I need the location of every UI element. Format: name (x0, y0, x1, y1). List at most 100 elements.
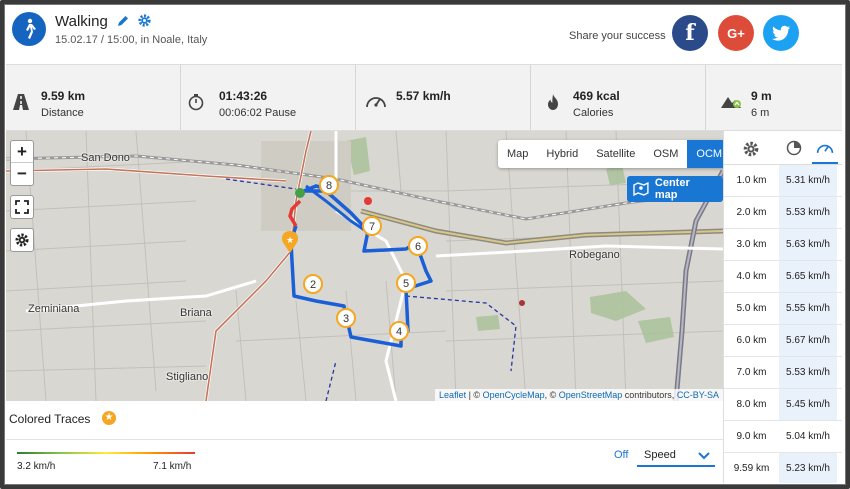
fullscreen-button[interactable] (10, 195, 34, 219)
stat-label: Distance (41, 107, 84, 119)
stat-distance: 9.59 km Distance (6, 65, 181, 130)
layer-switcher: Map Hybrid Satellite OSM OCM (498, 140, 723, 168)
split-row: 3.0 km 5.63 km/h (724, 229, 842, 261)
split-row: 8.0 km 5.45 km/h (724, 389, 842, 421)
map-attribution: Leaflet | © OpenCycleMap, © OpenStreetMa… (435, 389, 723, 401)
stopwatch-icon (187, 93, 205, 116)
split-speed: 5.53 km/h (779, 357, 837, 388)
km-marker-label: 7 (369, 221, 375, 233)
km-marker-label: 3 (343, 313, 349, 325)
stat-elevation: 9 m 6 m (706, 65, 842, 130)
speedometer-icon (365, 93, 387, 114)
splits-table: 1.0 km 5.31 km/h 2.0 km 5.53 km/h 3.0 km 5.… (723, 131, 842, 483)
split-row: 4.0 km 5.65 km/h (724, 261, 842, 293)
stat-calories: 469 kcal Calories (531, 65, 706, 130)
speedometer-icon (816, 144, 834, 154)
split-speed: 5.45 km/h (779, 389, 837, 420)
leaflet-link[interactable]: Leaflet (439, 390, 467, 400)
place-label: Zeminiana (28, 303, 80, 315)
split-distance: 3.0 km (724, 229, 779, 260)
center-map-button[interactable]: Center map (627, 176, 723, 202)
split-distance: 4.0 km (724, 261, 779, 292)
split-distance: 1.0 km (724, 165, 779, 196)
start-star-pin[interactable]: ★ (282, 231, 298, 253)
layer-osm[interactable]: OSM (653, 148, 679, 160)
attrib-text: contributors, (622, 390, 677, 400)
split-speed: 5.63 km/h (779, 229, 837, 260)
zoom-control: + − (10, 140, 34, 186)
split-row: 5.0 km 5.55 km/h (724, 293, 842, 325)
speed-tab[interactable] (812, 137, 838, 164)
stat-value: 5.57 km/h (396, 89, 451, 103)
stat-value: 01:43:26 (219, 89, 268, 103)
gradient-max-label: 7.1 km/h (153, 461, 192, 472)
route-map[interactable]: 8 7 6 5 4 3 2 ★ San Dono Robegano Zemini… (6, 131, 723, 401)
place-label: Briana (180, 307, 212, 319)
ocm-link[interactable]: OpenCycleMap (482, 390, 545, 400)
osm-link[interactable]: OpenStreetMap (558, 390, 623, 400)
split-distance: 7.0 km (724, 357, 779, 388)
split-row: 6.0 km 5.67 km/h (724, 325, 842, 357)
walking-icon (12, 12, 46, 46)
flame-icon (545, 93, 561, 116)
zoom-out-button[interactable]: − (17, 164, 27, 183)
split-row: 2.0 km 5.53 km/h (724, 197, 842, 229)
trace-metric-value: Speed (644, 449, 676, 461)
google-plus-button[interactable]: G+ (718, 15, 754, 51)
place-label: San Dono (81, 152, 130, 164)
km-marker[interactable]: 8 (319, 175, 339, 195)
gear-icon[interactable] (137, 13, 152, 33)
km-marker[interactable]: 6 (408, 236, 428, 256)
km-marker-label: 6 (415, 241, 421, 253)
stat-label: Calories (573, 107, 614, 119)
activity-title: Walking (55, 13, 108, 30)
elevation-icon (720, 93, 742, 114)
place-label: Stigliano (166, 371, 209, 383)
attrib-text: | © (466, 390, 483, 400)
km-marker[interactable]: 2 (303, 274, 323, 294)
pace-icon[interactable] (786, 140, 802, 161)
km-marker[interactable]: 3 (336, 308, 356, 328)
trace-metric-select[interactable]: Speed (637, 445, 715, 467)
layer-hybrid[interactable]: Hybrid (546, 148, 579, 160)
km-marker[interactable]: 7 (362, 216, 382, 236)
gear-icon[interactable] (742, 140, 760, 163)
stat-value: 9.59 km (41, 89, 86, 103)
fullscreen-icon (15, 200, 29, 214)
zoom-in-button[interactable]: + (11, 141, 33, 163)
stat-value: 9 m (751, 89, 772, 103)
split-distance: 6.0 km (724, 325, 779, 356)
split-speed: 5.67 km/h (779, 325, 837, 356)
split-distance: 9.0 km (724, 421, 779, 452)
license-link[interactable]: CC-BY-SA (676, 390, 719, 400)
twitter-button[interactable] (763, 15, 799, 51)
km-marker[interactable]: 4 (389, 321, 409, 341)
layer-ocm[interactable]: OCM (687, 140, 723, 168)
activity-subtitle: 15.02.17 / 15:00, in Noale, Italy (55, 34, 208, 46)
km-marker[interactable]: 5 (396, 273, 416, 293)
center-map-label: Center map (654, 177, 690, 201)
activity-header: Walking 15.02.17 / 15:00, in Noale, Ital… (6, 6, 842, 64)
layer-satellite[interactable]: Satellite (596, 148, 636, 160)
km-marker-label: 2 (310, 279, 316, 291)
chevron-down-icon (697, 448, 711, 468)
splits-header (724, 131, 842, 165)
split-speed: 5.55 km/h (779, 293, 837, 324)
km-marker-label: 4 (396, 326, 402, 338)
split-distance: 2.0 km (724, 197, 779, 228)
split-row: 9.0 km 5.04 km/h (724, 421, 842, 453)
share-label: Share your success (569, 30, 666, 42)
pencil-icon[interactable] (116, 14, 130, 33)
split-speed: 5.04 km/h (779, 421, 837, 452)
traces-off-toggle[interactable]: Off (614, 449, 629, 461)
split-speed: 5.65 km/h (779, 261, 837, 292)
end-marker (364, 197, 372, 205)
layer-map[interactable]: Map (507, 148, 529, 160)
facebook-button[interactable]: f (672, 15, 708, 51)
split-distance: 8.0 km (724, 389, 779, 420)
map-settings-button[interactable] (10, 228, 34, 252)
split-distance: 9.59 km (724, 453, 779, 483)
place-label: Robegano (569, 249, 620, 261)
stat-speed: 5.57 km/h (356, 65, 531, 130)
stat-duration: 01:43:26 00:06:02 Pause (181, 65, 356, 130)
